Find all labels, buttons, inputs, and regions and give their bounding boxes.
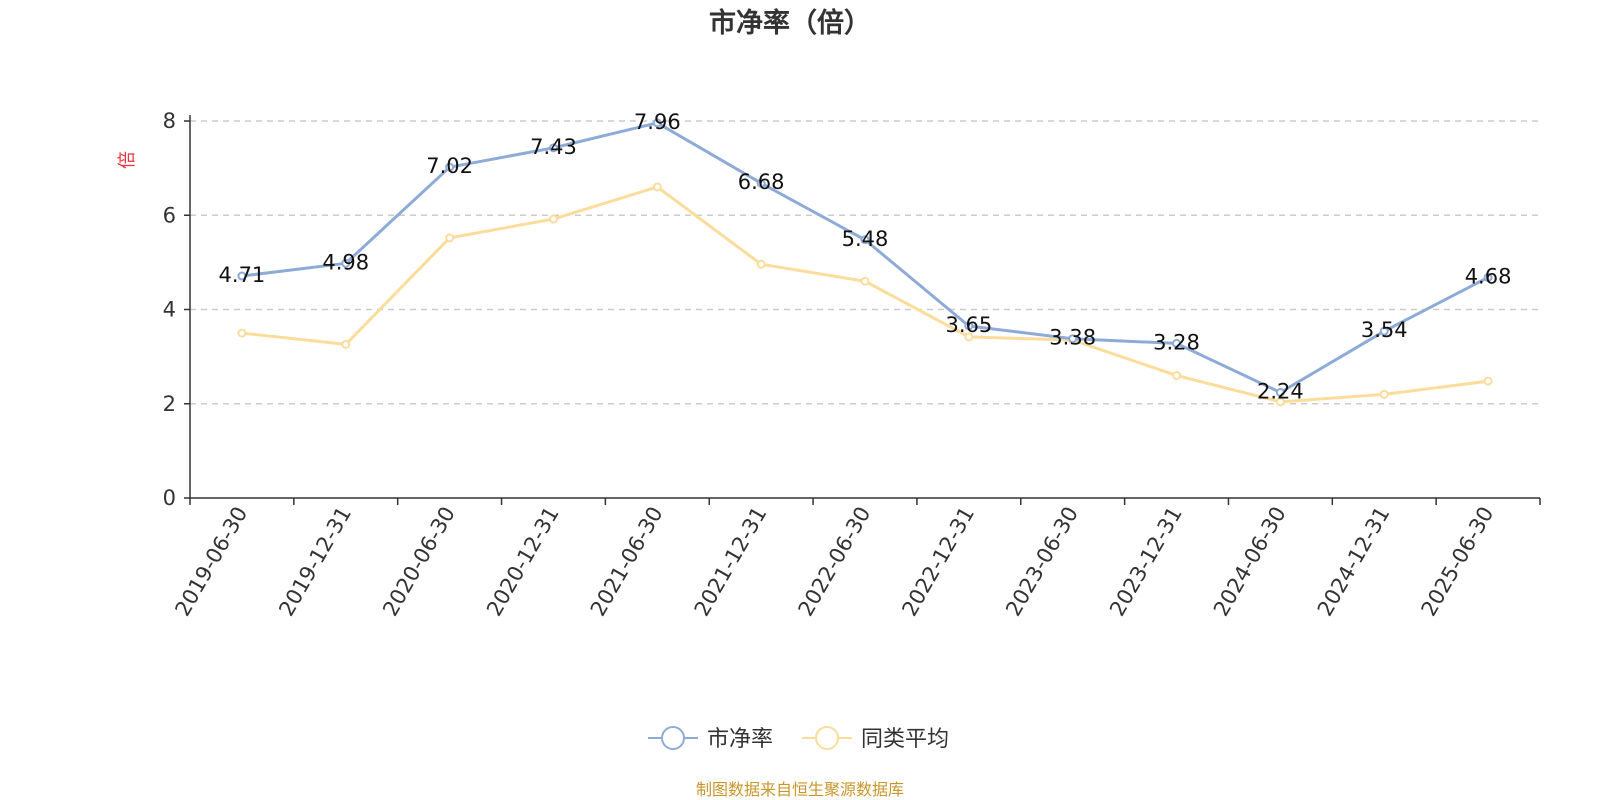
data-source-note: 制图数据来自恒生聚源数据库 (696, 780, 904, 799)
legend[interactable]: 市净率 同类平均 (648, 726, 949, 752)
x-tick-label: 2021-12-31 (690, 503, 772, 621)
x-tick-label: 2023-06-30 (1001, 503, 1083, 621)
series-line (241, 185, 1489, 404)
data-label: 4.68 (1465, 264, 1512, 288)
data-point[interactable] (548, 214, 558, 224)
axes: 0 2 4 6 8 2019-06-30 2019-12-31 2020-06-30 2020-… (163, 109, 1541, 621)
data-point[interactable] (1275, 387, 1285, 397)
y-tick-label: 0 (163, 486, 176, 510)
data-point[interactable] (1275, 397, 1285, 407)
x-tick-label: 2019-12-31 (274, 503, 356, 621)
data-point[interactable] (237, 328, 247, 338)
data-point[interactable] (756, 178, 766, 188)
data-label: 3.54 (1361, 318, 1408, 342)
data-point[interactable] (1379, 389, 1389, 399)
data-label: 6.68 (738, 170, 785, 194)
data-label: 4.71 (219, 263, 266, 287)
data-point[interactable] (445, 162, 455, 172)
y-tick-label: 8 (163, 109, 176, 133)
data-point[interactable] (756, 259, 766, 269)
grid-lines (190, 120, 1540, 405)
x-tick-label: 2024-06-30 (1209, 503, 1291, 621)
legend-label-peer-average: 同类平均 (861, 727, 949, 752)
y-tick-label: 2 (163, 392, 176, 416)
data-label: 5.48 (842, 227, 889, 251)
data-label: 7.02 (426, 154, 473, 178)
x-tick-label: 2020-12-31 (482, 503, 564, 621)
data-point[interactable] (1068, 334, 1078, 344)
data-point[interactable] (341, 258, 351, 268)
y-tick-label: 6 (163, 203, 176, 227)
data-point[interactable] (1379, 326, 1389, 336)
data-point[interactable] (341, 339, 351, 349)
data-label: 7.43 (530, 135, 577, 159)
data-label: 7.96 (634, 110, 681, 134)
series-layer (237, 118, 1493, 407)
data-point[interactable] (548, 143, 558, 153)
x-tick-label: 2019-06-30 (170, 503, 252, 621)
legend-label-pb-ratio: 市净率 (707, 727, 773, 752)
y-axis-label: 倍 (117, 151, 138, 169)
data-point[interactable] (1172, 338, 1182, 348)
legend-marker-peer-average (815, 726, 839, 750)
data-label: 3.38 (1049, 326, 1096, 350)
x-tick-label: 2025-06-30 (1417, 503, 1499, 621)
data-point[interactable] (964, 332, 974, 342)
legend-item-peer-average[interactable]: 同类平均 (802, 726, 949, 752)
x-tick-label: 2021-06-30 (586, 503, 668, 621)
x-tick-label: 2023-12-31 (1105, 503, 1187, 621)
legend-item-pb-ratio[interactable]: 市净率 (648, 726, 773, 752)
data-label: 3.28 (1153, 330, 1200, 354)
data-point[interactable] (964, 321, 974, 331)
chart-title: 市净率（倍） (709, 7, 871, 39)
x-tick-label: 2022-12-31 (897, 503, 979, 621)
data-point[interactable] (860, 276, 870, 286)
data-point[interactable] (237, 271, 247, 281)
data-point[interactable] (652, 182, 662, 192)
x-tick-label: 2020-06-30 (378, 503, 460, 621)
series-peer-average (237, 182, 1493, 407)
data-label: 2.24 (1257, 379, 1304, 403)
y-tick-label: 4 (163, 298, 176, 322)
data-point[interactable] (1483, 376, 1493, 386)
x-tick-label: 2024-12-31 (1313, 503, 1395, 621)
data-point[interactable] (1483, 272, 1493, 282)
legend-marker-pb-ratio (661, 726, 685, 750)
data-label: 3.65 (945, 313, 992, 337)
data-point[interactable] (652, 118, 662, 128)
data-point[interactable] (860, 235, 870, 245)
series-pb-ratio (237, 118, 1493, 397)
data-label: 4.98 (322, 250, 369, 274)
data-labels: 4.71 4.98 7.02 7.43 7.96 6.68 5.48 3.65 3.38 3.28… (219, 110, 1512, 404)
data-point[interactable] (445, 233, 455, 243)
x-tick-label: 2022-06-30 (794, 503, 876, 621)
data-point[interactable] (1172, 370, 1182, 380)
